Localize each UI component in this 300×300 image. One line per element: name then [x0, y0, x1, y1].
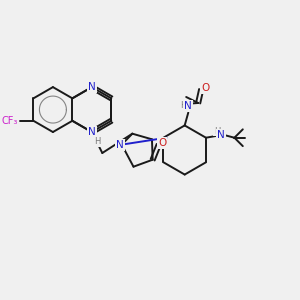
- Text: N: N: [88, 127, 96, 137]
- Text: H: H: [94, 137, 101, 146]
- Text: H: H: [180, 101, 186, 110]
- Text: O: O: [158, 138, 166, 148]
- Text: N: N: [88, 82, 96, 92]
- Text: O: O: [202, 83, 210, 93]
- Text: N: N: [184, 101, 192, 111]
- Text: N: N: [116, 140, 124, 150]
- Text: H: H: [214, 127, 220, 136]
- Text: N: N: [217, 130, 225, 140]
- Text: CF₃: CF₃: [1, 116, 18, 126]
